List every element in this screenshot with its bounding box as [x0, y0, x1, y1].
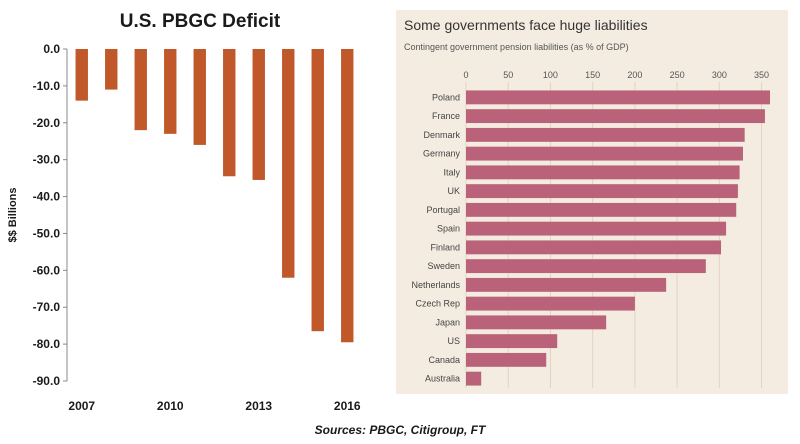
category-label: Denmark [423, 130, 460, 140]
pension-liabilities-chart: Some governments face huge liabilities Co… [404, 17, 770, 388]
category-label: Australia [425, 374, 460, 384]
y-tick-label: -70.0 [33, 300, 61, 314]
bar-2016 [341, 49, 354, 343]
y-tick-label: -40.0 [33, 190, 61, 204]
chart-title: U.S. PBGC Deficit [120, 11, 281, 32]
category-label: Canada [428, 355, 460, 365]
category-label: UK [447, 186, 460, 196]
bar-uk [466, 184, 738, 199]
y-tick-label: -50.0 [33, 226, 61, 240]
x-tick-label: 100 [543, 70, 558, 80]
bar-japan [466, 315, 607, 330]
y-tick-label: -20.0 [33, 116, 61, 130]
bar-poland [466, 90, 770, 105]
chart-subtitle: Contingent government pension liabilitie… [404, 42, 629, 52]
bar-2012 [223, 49, 236, 177]
y-tick-label: 0.0 [43, 42, 60, 56]
bar-france [466, 109, 765, 124]
category-label: US [447, 336, 460, 346]
pension-liabilities-panel: Some governments face huge liabilities Co… [396, 10, 788, 394]
y-tick-label: -10.0 [33, 79, 61, 93]
bar-italy [466, 165, 740, 180]
bar-2011 [193, 49, 206, 145]
x-tick-label: 250 [670, 70, 685, 80]
x-tick-label: 150 [585, 70, 600, 80]
bar-us [466, 334, 558, 349]
x-tick-label: 350 [754, 70, 769, 80]
bar-2013 [252, 49, 265, 180]
x-tick-label: 50 [503, 70, 513, 80]
bar-portugal [466, 202, 737, 217]
category-label: Czech Rep [415, 299, 460, 309]
bar-2007 [75, 49, 88, 101]
bar-denmark [466, 127, 745, 142]
bar-australia [466, 371, 482, 386]
y-tick-label: -60.0 [33, 263, 61, 277]
category-label: Finland [430, 242, 460, 252]
x-tick-label: 2010 [157, 399, 184, 413]
category-label: Portugal [426, 205, 460, 215]
pbgc-deficit-chart: U.S. PBGC Deficit $$ Billions 0.0 -10.0 -20.… [7, 11, 361, 413]
category-label: Germany [423, 149, 461, 159]
bar-2009 [134, 49, 147, 131]
y-tick-label: -90.0 [33, 374, 61, 388]
y-tick-label: -80.0 [33, 337, 61, 351]
bar-finland [466, 240, 722, 255]
x-tick-label: 2007 [68, 399, 95, 413]
category-label: Italy [443, 167, 460, 177]
bar-2014 [282, 49, 295, 278]
bar-spain [466, 221, 727, 236]
bar-2015 [311, 49, 324, 332]
x-tick-label: 300 [712, 70, 727, 80]
bar-germany [466, 146, 743, 161]
category-label: Spain [437, 224, 460, 234]
category-label: Sweden [427, 261, 460, 271]
bar-2008 [105, 49, 118, 90]
category-label: Poland [432, 92, 460, 102]
chart-title: Some governments face huge liabilities [404, 17, 648, 33]
y-tick-label: -30.0 [33, 153, 61, 167]
y-axis-label: $$ Billions [7, 187, 19, 242]
x-tick-label: 200 [627, 70, 642, 80]
bar-czech-rep [466, 296, 635, 311]
category-label: Japan [435, 317, 460, 327]
x-tick-label: 0 [463, 70, 468, 80]
bar-netherlands [466, 277, 667, 292]
bar-sweden [466, 259, 706, 274]
bar-2010 [164, 49, 177, 134]
category-label: France [432, 111, 460, 121]
x-tick-label: 2016 [334, 399, 361, 413]
bar-canada [466, 352, 547, 367]
sources-note: Sources: PBGC, Citigroup, FT [314, 423, 486, 437]
category-label: Netherlands [411, 280, 460, 290]
x-tick-label: 2013 [245, 399, 272, 413]
